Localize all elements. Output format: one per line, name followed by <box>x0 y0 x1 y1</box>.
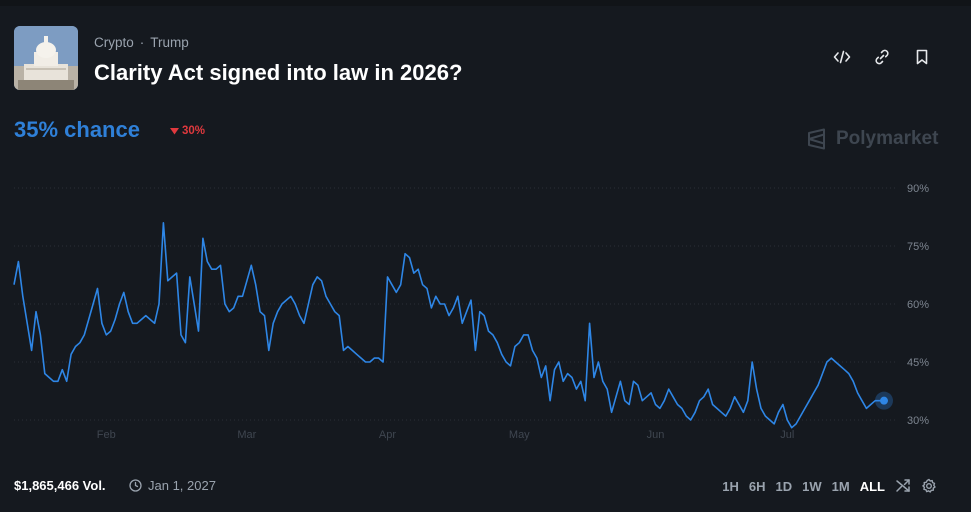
x-tick-label: Jul <box>780 429 794 441</box>
range-6h[interactable]: 6H <box>748 478 766 494</box>
y-tick-label: 45% <box>907 357 929 369</box>
x-tick-label: Mar <box>237 429 256 441</box>
end-date: Jan 1, 2027 <box>129 478 216 493</box>
price-chart: 90% 75% 60% 45% 30% Feb Mar Apr May Jun Jul <box>13 183 929 441</box>
shuffle-icon[interactable] <box>895 478 911 494</box>
y-tick-label: 60% <box>907 299 929 311</box>
range-1m[interactable]: 1M <box>831 478 850 494</box>
polymarket-logo: Polymarket <box>806 128 938 150</box>
page-title: Clarity Act signed into law in 2026? <box>94 60 463 85</box>
range-1w[interactable]: 1W <box>802 478 822 494</box>
range-1h[interactable]: 1H <box>722 478 739 494</box>
series-line <box>13 222 884 429</box>
settings-gear-icon[interactable] <box>921 478 937 494</box>
tag-link[interactable]: Trump <box>150 35 189 50</box>
x-tick-label: Jun <box>647 429 665 441</box>
code-embed-icon[interactable] <box>833 48 851 66</box>
end-date-label: Jan 1, 2027 <box>148 478 216 493</box>
breadcrumb: Crypto · Trump <box>94 35 189 50</box>
bookmark-icon[interactable] <box>913 48 931 66</box>
top-divider <box>0 0 971 6</box>
y-tick-label: 90% <box>907 183 929 195</box>
brand-name: Polymarket <box>836 128 939 149</box>
range-all[interactable]: ALL <box>859 478 885 494</box>
range-1d[interactable]: 1D <box>775 478 793 494</box>
current-point <box>880 396 888 405</box>
change-value: 30% <box>182 125 206 137</box>
separator-dot: · <box>139 35 145 50</box>
capitol-building-icon <box>14 26 78 90</box>
x-tick-label: May <box>509 429 530 441</box>
x-tick-label: Apr <box>379 429 396 441</box>
down-triangle-icon <box>170 128 179 135</box>
y-tick-label: 30% <box>907 415 929 427</box>
header-actions <box>833 48 931 66</box>
y-tick-label: 75% <box>907 241 929 253</box>
clock-icon <box>129 479 142 492</box>
polymarket-icon <box>808 128 825 150</box>
category-link[interactable]: Crypto <box>94 35 134 50</box>
chance-value: 35% chance <box>14 117 140 142</box>
time-range-selector: 1H 6H 1D 1W 1M ALL <box>722 478 937 494</box>
link-icon[interactable] <box>873 48 891 66</box>
volume-text: $1,865,466 Vol. <box>14 478 106 493</box>
change-badge: 30% <box>170 125 205 137</box>
x-tick-label: Feb <box>97 429 116 441</box>
